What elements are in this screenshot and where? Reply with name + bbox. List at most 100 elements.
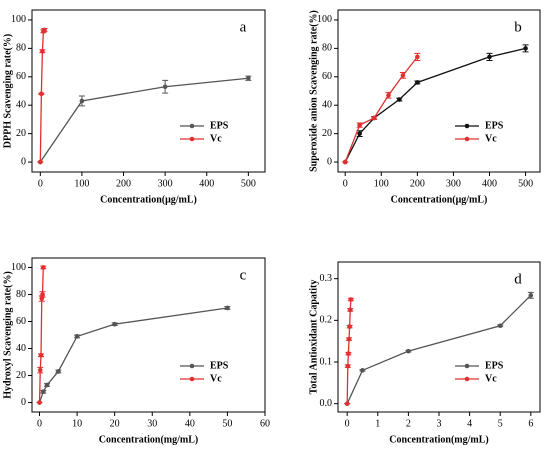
- data-point: [162, 84, 168, 90]
- data-point: [344, 401, 350, 406]
- x-tick-label: 0: [343, 178, 348, 189]
- data-point: [56, 369, 61, 374]
- data-point: [523, 46, 528, 51]
- x-tick-label: 40: [185, 418, 195, 429]
- legend-marker: [464, 136, 470, 142]
- panel-letter: c: [240, 267, 247, 283]
- y-tick-label: 0.2: [320, 315, 333, 326]
- legend-marker: [464, 376, 470, 382]
- data-point: [348, 297, 354, 302]
- legend-label: EPS: [485, 120, 504, 131]
- x-tick-label: 0: [38, 178, 43, 189]
- x-tick-label: 3: [437, 418, 442, 429]
- y-tick-label: 100: [11, 262, 26, 273]
- data-point: [400, 73, 406, 78]
- x-tick-label: 5: [498, 418, 503, 429]
- legend-label: EPS: [210, 360, 229, 371]
- legend-marker: [189, 123, 195, 129]
- panel-letter: a: [240, 19, 247, 35]
- legend-label: Vc: [210, 133, 222, 144]
- legend-label: Vc: [210, 373, 222, 384]
- series-line: [346, 294, 532, 404]
- legend-label: EPS: [210, 120, 229, 131]
- y-tick-label: 60: [16, 316, 26, 327]
- data-point: [37, 367, 43, 373]
- data-point: [37, 400, 42, 405]
- x-axis-label: Concentration(μg/mL): [100, 194, 197, 205]
- data-point: [360, 368, 365, 373]
- data-point: [346, 351, 351, 356]
- x-tick-label: 0: [37, 418, 42, 429]
- y-tick-label: 20: [322, 128, 332, 139]
- y-tick-label: 80: [16, 289, 26, 300]
- y-tick-label: 20: [16, 370, 26, 381]
- plot-frame: [337, 9, 541, 173]
- legend-marker: [189, 376, 195, 382]
- x-tick-label: 30: [147, 418, 157, 429]
- data-point: [40, 292, 45, 297]
- y-tick-label: 0: [327, 156, 332, 167]
- x-tick-label: 0: [345, 418, 350, 429]
- x-tick-label: 200: [410, 178, 425, 189]
- y-tick-label: 100: [317, 14, 332, 25]
- x-tick-label: 300: [158, 178, 173, 189]
- data-point: [246, 75, 251, 81]
- data-point: [44, 382, 50, 388]
- data-point: [357, 131, 362, 136]
- legend-marker: [189, 136, 195, 142]
- legend-marker: [189, 363, 195, 369]
- x-axis-label: Concentration(mg/mL): [389, 434, 488, 445]
- data-point: [346, 336, 352, 342]
- y-tick-label: 40: [322, 100, 332, 111]
- y-axis-label: Hydroxyl Scavenging rate(%): [2, 271, 13, 399]
- data-point: [487, 54, 492, 60]
- y-tick-label: 40: [16, 100, 26, 111]
- data-point: [397, 97, 402, 102]
- plot-frame: [31, 9, 266, 173]
- data-point: [79, 98, 85, 104]
- series-line: [344, 56, 418, 163]
- data-point: [40, 265, 46, 270]
- x-tick-label: 1: [375, 418, 380, 429]
- data-point: [371, 115, 377, 121]
- y-tick-label: 20: [16, 128, 26, 139]
- x-tick-label: 2: [406, 418, 411, 429]
- data-point: [415, 80, 420, 85]
- y-tick-label: 0.3: [320, 273, 333, 284]
- y-tick-label: 60: [16, 71, 26, 82]
- y-tick-label: 80: [322, 43, 332, 54]
- x-tick-label: 20: [110, 418, 120, 429]
- legend-label: Vc: [485, 373, 497, 384]
- x-tick-label: 6: [528, 418, 533, 429]
- x-tick-label: 60: [260, 418, 270, 429]
- x-axis-label: Concentration(mg/mL): [99, 434, 198, 445]
- data-point: [357, 122, 362, 128]
- data-point: [39, 91, 44, 97]
- data-point: [347, 307, 353, 313]
- y-tick-label: 0: [21, 156, 26, 167]
- data-point: [347, 324, 352, 329]
- legend-label: EPS: [485, 360, 504, 371]
- data-point: [38, 159, 43, 165]
- data-point: [112, 321, 117, 327]
- series-line: [39, 77, 249, 163]
- x-tick-label: 300: [446, 178, 461, 189]
- plot-frame: [31, 257, 266, 413]
- data-point: [415, 54, 420, 60]
- y-tick-label: 40: [16, 343, 26, 354]
- x-tick-label: 100: [374, 178, 389, 189]
- data-point: [386, 92, 391, 98]
- y-tick-label: 0.0: [320, 398, 333, 409]
- x-tick-label: 100: [74, 178, 89, 189]
- y-tick-label: 100: [11, 14, 26, 25]
- y-tick-label: 0.1: [320, 356, 333, 367]
- legend-marker: [464, 123, 470, 129]
- y-tick-label: 60: [322, 71, 332, 82]
- x-tick-label: 200: [116, 178, 131, 189]
- data-point: [225, 305, 230, 311]
- data-point: [345, 363, 351, 369]
- panel-letter: b: [514, 19, 522, 35]
- legend-marker: [464, 363, 470, 369]
- data-point: [74, 334, 80, 339]
